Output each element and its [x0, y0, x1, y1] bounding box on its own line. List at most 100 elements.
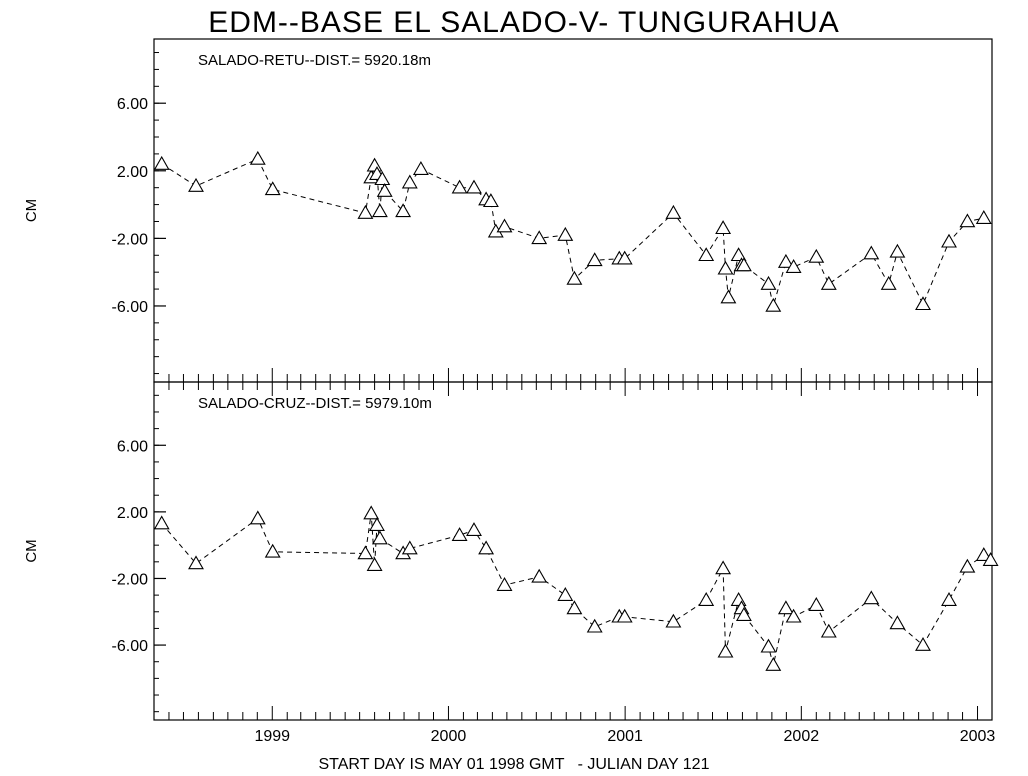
data-point [889, 615, 906, 630]
data-point [880, 275, 897, 290]
data-point [715, 220, 732, 235]
data-point [496, 576, 513, 591]
y-tick-label: -2.00 [112, 231, 149, 248]
data-point [451, 527, 468, 541]
data-point [566, 270, 583, 285]
data-point [698, 247, 715, 262]
data-point [941, 233, 957, 248]
y-tick-label: 6.00 [117, 438, 148, 455]
data-point [466, 522, 482, 536]
data-point [264, 543, 281, 558]
data-point [188, 177, 204, 192]
data-point [466, 179, 482, 194]
data-point [586, 252, 603, 267]
data-point [366, 557, 383, 571]
chart-title: EDM--BASE EL SALADO-V- TUNGURAHUA [208, 6, 839, 39]
data-point [777, 600, 794, 615]
data-point [820, 623, 837, 638]
data-point [959, 558, 976, 573]
panel-label: SALADO-CRUZ--DIST.= 5979.10m [198, 395, 432, 412]
x-tick-label: 2003 [960, 728, 996, 745]
data-point [188, 555, 204, 570]
y-axis-label: CM [23, 199, 40, 222]
data-point [785, 258, 802, 273]
data-point [863, 590, 880, 605]
x-tick-label: 2000 [431, 728, 467, 745]
data-point [717, 643, 734, 658]
x-tick-label: 2001 [607, 728, 643, 745]
data-point [371, 530, 388, 545]
data-point [915, 636, 931, 651]
data-point [760, 638, 777, 653]
data-point [363, 505, 380, 520]
data-point [357, 545, 374, 560]
data-point [735, 257, 752, 272]
data-point [698, 591, 715, 606]
data-point [785, 608, 802, 623]
plot-frame [153, 381, 993, 721]
data-point [369, 517, 385, 531]
data-point [715, 560, 732, 575]
data-point [616, 608, 633, 623]
data-point [889, 243, 906, 258]
data-point [401, 540, 418, 555]
data-point [371, 203, 388, 218]
data-point [395, 203, 412, 218]
data-point [357, 204, 374, 219]
data-point [153, 155, 170, 170]
data-point [616, 250, 633, 265]
data-point [374, 171, 391, 186]
panel-label: SALADO-RETU--DIST.= 5920.18m [198, 52, 431, 69]
data-point [401, 174, 418, 189]
data-point [478, 540, 495, 555]
data-point [863, 245, 880, 260]
data-point [730, 247, 747, 262]
x-tick-label: 1999 [254, 728, 290, 745]
data-point [982, 552, 999, 566]
data-point [820, 275, 837, 290]
data-point [975, 209, 992, 224]
data-point [566, 600, 583, 615]
panels: SALADO-RETU--DIST.= 5920.18m CM 6.00 2.00 -2… [23, 38, 999, 745]
data-point [765, 656, 782, 671]
data-point [376, 182, 393, 197]
data-point [808, 248, 825, 263]
data-point [720, 289, 737, 304]
x-tick-label: 2002 [784, 728, 820, 745]
data-point [665, 204, 682, 219]
y-tick-label: -6.00 [112, 299, 149, 316]
y-tick-label: -2.00 [112, 571, 149, 588]
data-point [777, 253, 794, 268]
data-point [915, 296, 931, 311]
data-point [975, 547, 992, 561]
y-tick-label: 2.00 [117, 505, 148, 522]
data-point [496, 218, 513, 233]
y-axis-label: CM [23, 539, 40, 562]
data-point [482, 193, 499, 208]
data-point [760, 275, 777, 290]
data-point [735, 606, 752, 621]
data-point [451, 179, 468, 194]
data-point [249, 510, 266, 525]
panel-2: SALADO-CRUZ--DIST.= 5979.10m CM 6.00 2.00 -2… [23, 381, 999, 745]
data-point [808, 596, 825, 611]
data-point [249, 150, 266, 165]
data-point [717, 260, 734, 275]
data-point [765, 297, 782, 312]
data-point [586, 618, 603, 633]
data-point [531, 568, 548, 583]
x-axis-label: START DAY IS MAY 01 1998 GMT - JULIAN DA… [319, 756, 710, 773]
y-tick-label: 2.00 [117, 164, 148, 181]
data-point [665, 613, 682, 628]
data-point [557, 226, 574, 241]
data-point [941, 591, 957, 606]
panel-1: SALADO-RETU--DIST.= 5920.18m CM 6.00 2.00 -2… [23, 38, 993, 396]
data-point [412, 160, 429, 175]
data-point [557, 586, 574, 601]
data-point [264, 181, 281, 196]
data-point [531, 230, 548, 245]
data-point [153, 515, 170, 530]
data-point [959, 213, 976, 228]
